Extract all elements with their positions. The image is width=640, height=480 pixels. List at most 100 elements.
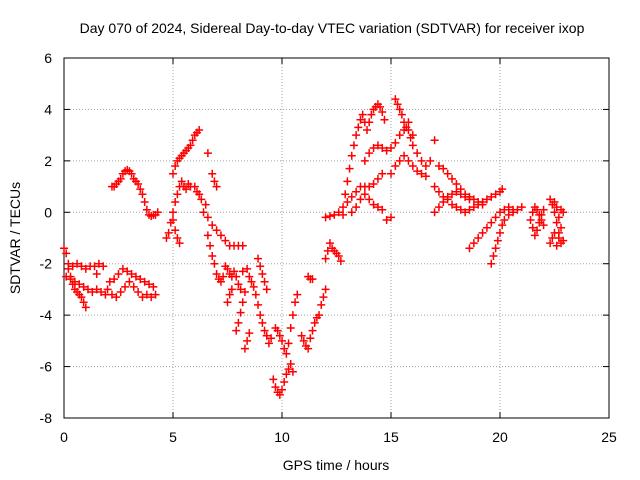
data-point bbox=[341, 190, 350, 199]
data-point bbox=[284, 339, 293, 348]
data-point bbox=[496, 228, 504, 237]
data-point bbox=[260, 326, 269, 335]
data-point bbox=[557, 223, 566, 232]
data-point bbox=[240, 344, 249, 353]
data-point bbox=[533, 205, 542, 214]
data-point bbox=[365, 182, 374, 191]
data-point bbox=[491, 190, 500, 199]
data-point bbox=[258, 318, 267, 327]
data-point bbox=[153, 208, 162, 217]
data-point bbox=[219, 272, 228, 281]
data-point bbox=[216, 277, 225, 286]
data-point bbox=[421, 172, 430, 181]
data-point bbox=[245, 272, 254, 281]
data-point bbox=[199, 208, 208, 217]
data-point bbox=[434, 187, 443, 196]
data-point bbox=[546, 239, 555, 248]
plot-frame bbox=[63, 57, 610, 419]
data-point bbox=[378, 108, 387, 116]
data-point bbox=[188, 136, 197, 145]
data-point bbox=[92, 285, 101, 294]
data-point bbox=[535, 210, 544, 219]
data-point bbox=[293, 290, 302, 299]
data-point bbox=[197, 195, 206, 204]
x-tick-label: 0 bbox=[60, 429, 68, 445]
data-point bbox=[491, 213, 500, 222]
data-point bbox=[408, 141, 417, 150]
data-point bbox=[387, 213, 395, 222]
data-point bbox=[373, 203, 382, 212]
data-point bbox=[116, 174, 125, 183]
data-point bbox=[105, 277, 114, 286]
data-point bbox=[559, 236, 568, 245]
data-point bbox=[498, 221, 507, 230]
data-point bbox=[330, 210, 339, 219]
data-point bbox=[347, 192, 356, 201]
data-point bbox=[225, 290, 234, 299]
data-point bbox=[347, 208, 356, 217]
data-point bbox=[360, 190, 369, 199]
data-point bbox=[169, 216, 177, 224]
data-point bbox=[116, 288, 125, 296]
data-point bbox=[236, 308, 245, 317]
data-point bbox=[391, 138, 400, 147]
data-point bbox=[395, 156, 404, 165]
data-point bbox=[66, 275, 75, 284]
data-point bbox=[107, 290, 116, 299]
data-point bbox=[417, 156, 426, 165]
data-point bbox=[129, 282, 138, 291]
data-point bbox=[286, 324, 295, 332]
data-point bbox=[434, 162, 443, 170]
data-point bbox=[550, 208, 559, 217]
x-tick-label: 15 bbox=[383, 429, 399, 445]
data-point bbox=[282, 370, 291, 379]
data-point bbox=[260, 277, 269, 286]
data-point bbox=[142, 290, 151, 299]
data-point bbox=[64, 264, 73, 273]
data-point bbox=[317, 300, 326, 309]
data-point bbox=[275, 331, 284, 340]
data-point bbox=[238, 298, 247, 307]
data-point bbox=[271, 383, 280, 392]
data-point bbox=[378, 144, 387, 152]
data-point bbox=[554, 213, 563, 222]
data-point bbox=[537, 216, 546, 224]
data-point bbox=[343, 198, 352, 206]
y-tick-labels: -8 -6 -4 -2 0 2 4 6 bbox=[40, 50, 53, 426]
data-point bbox=[149, 282, 158, 291]
data-point bbox=[240, 288, 249, 296]
data-point bbox=[448, 190, 457, 199]
data-point bbox=[493, 236, 502, 245]
data-point bbox=[400, 151, 409, 160]
data-point bbox=[286, 360, 295, 368]
data-point bbox=[356, 195, 365, 204]
data-point bbox=[221, 236, 230, 245]
x-tick-label: 10 bbox=[274, 429, 290, 445]
y-tick-label: 4 bbox=[44, 101, 52, 117]
data-point bbox=[280, 378, 289, 386]
data-point bbox=[347, 151, 356, 160]
data-point bbox=[75, 280, 84, 289]
data-point bbox=[256, 262, 265, 271]
data-point bbox=[114, 270, 123, 278]
data-point bbox=[171, 162, 180, 170]
data-point bbox=[489, 252, 498, 260]
data-point bbox=[439, 198, 448, 206]
data-point bbox=[121, 282, 130, 291]
data-point bbox=[378, 169, 387, 178]
data-point bbox=[88, 288, 97, 296]
data-point bbox=[147, 293, 156, 302]
data-point bbox=[461, 192, 470, 201]
data-point bbox=[92, 270, 101, 278]
data-point bbox=[175, 239, 184, 248]
data-point bbox=[452, 203, 461, 212]
data-point bbox=[310, 318, 319, 327]
data-point bbox=[550, 228, 559, 237]
data-point bbox=[365, 195, 374, 204]
data-point bbox=[203, 213, 212, 222]
data-point bbox=[443, 192, 452, 201]
data-point bbox=[60, 244, 68, 253]
data-point bbox=[203, 149, 212, 158]
data-point bbox=[138, 190, 147, 199]
data-point bbox=[404, 156, 413, 165]
